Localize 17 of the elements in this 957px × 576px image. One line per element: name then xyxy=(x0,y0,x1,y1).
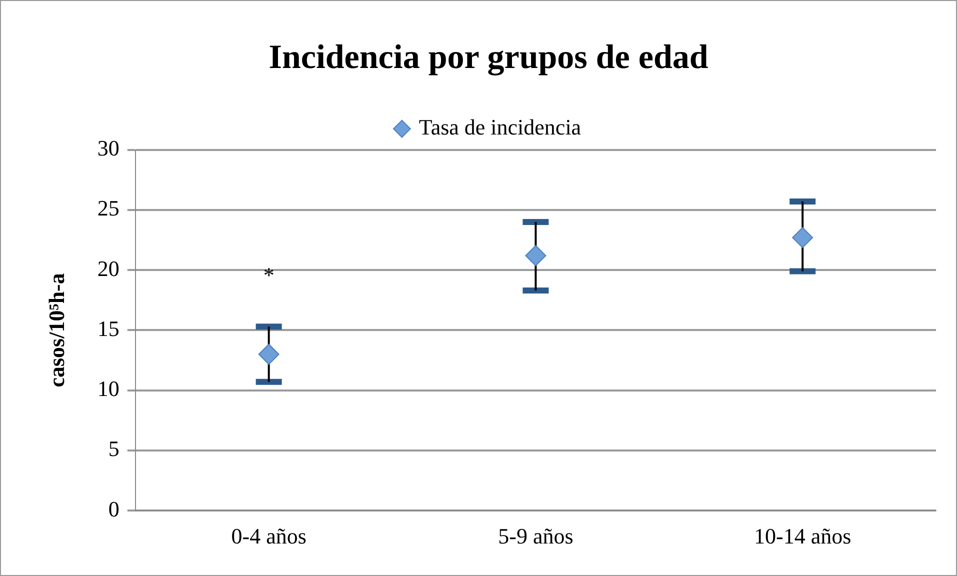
y-tick-label: 5 xyxy=(108,436,120,462)
x-tick-label: 10-14 años xyxy=(754,524,852,549)
legend-label: Tasa de incidencia xyxy=(418,114,582,140)
point xyxy=(525,245,546,266)
y-tick-label: 0 xyxy=(108,496,120,522)
y-axis-title: casos/10⁵h-a xyxy=(44,273,69,388)
point xyxy=(792,227,814,248)
x-tick-label: 5-9 años xyxy=(498,524,574,549)
point xyxy=(258,344,280,365)
y-tick-label: 30 xyxy=(97,136,120,161)
y-tick-label: 15 xyxy=(97,316,120,341)
chart-title: Incidencia por grupos de edad xyxy=(268,39,708,76)
y-tick-label: 20 xyxy=(97,256,120,281)
annotation: * xyxy=(263,262,274,288)
y-tick-label: 10 xyxy=(97,376,120,402)
x-tick-label: 0-4 años xyxy=(231,524,306,549)
y-tick-label: 25 xyxy=(97,196,120,221)
